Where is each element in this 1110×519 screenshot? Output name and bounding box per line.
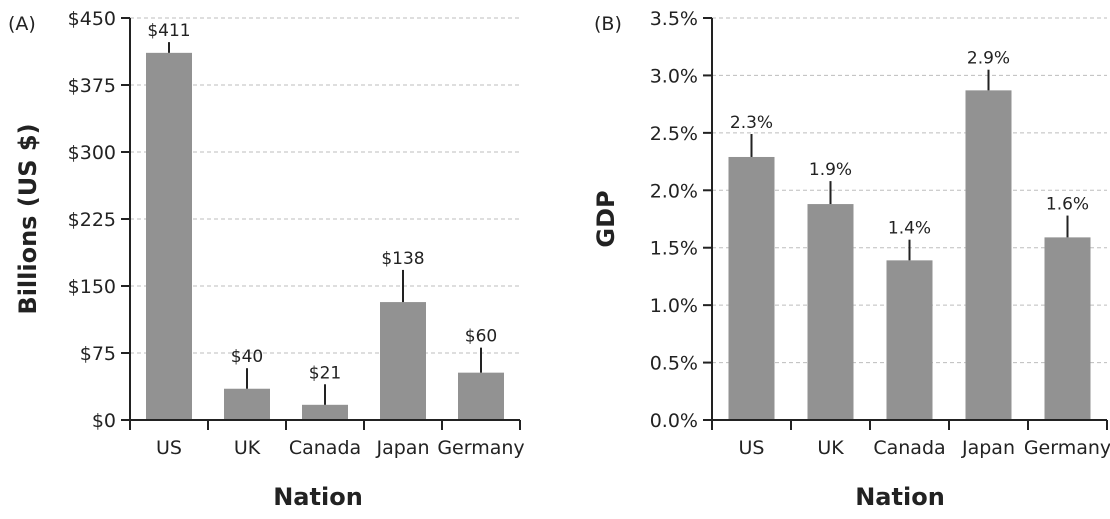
bar-germany xyxy=(1044,237,1091,420)
data-label: $138 xyxy=(381,249,424,269)
y-tick-label: $225 xyxy=(68,209,116,231)
x-tick-label: UK xyxy=(817,437,844,459)
x-tick-label: Japan xyxy=(961,437,1015,459)
bar-uk xyxy=(807,204,854,420)
y-tick-label: 1.5% xyxy=(650,238,698,260)
data-label: $40 xyxy=(231,347,263,367)
x-tick-label: Germany xyxy=(1024,437,1110,459)
y-tick-label: 3.0% xyxy=(650,65,698,87)
y-tick-label: 0.5% xyxy=(650,353,698,375)
x-tick-label: US xyxy=(739,437,765,459)
data-label: 2.9% xyxy=(967,49,1010,69)
bar-japan xyxy=(380,302,426,420)
bar-germany xyxy=(458,372,504,420)
bar-uk xyxy=(224,388,270,420)
y-tick-label: 1.0% xyxy=(650,295,698,317)
data-label: $411 xyxy=(147,21,190,41)
panel-label: (A) xyxy=(8,13,36,35)
data-label: 1.9% xyxy=(809,160,852,180)
y-tick-label: $0 xyxy=(92,410,116,432)
y-tick-label: 2.0% xyxy=(650,180,698,202)
x-tick-label: UK xyxy=(234,437,261,459)
x-tick-label: Canada xyxy=(289,437,361,459)
x-tick-label: Canada xyxy=(873,437,945,459)
y-axis-title: Billions (US $) xyxy=(14,123,42,314)
data-label: 1.6% xyxy=(1046,195,1089,215)
x-tick-label: US xyxy=(156,437,182,459)
y-axis-title: GDP xyxy=(592,190,620,247)
bar-us xyxy=(728,156,775,420)
x-axis-title: Nation xyxy=(273,483,363,511)
y-tick-label: 2.5% xyxy=(650,123,698,145)
data-label: $21 xyxy=(309,363,341,383)
y-tick-label: $150 xyxy=(68,276,116,298)
bar-us xyxy=(146,52,192,421)
data-label: 1.4% xyxy=(888,219,931,239)
y-tick-label: $375 xyxy=(68,75,116,97)
x-tick-label: Japan xyxy=(376,437,430,459)
bar-canada xyxy=(302,404,348,420)
x-axis-title: Nation xyxy=(855,483,945,511)
panel-label: (B) xyxy=(594,13,622,35)
y-tick-label: $75 xyxy=(80,343,116,365)
data-label: 2.3% xyxy=(730,113,773,133)
x-tick-label: Germany xyxy=(437,437,524,459)
y-tick-label: 3.5% xyxy=(650,8,698,30)
bar-canada xyxy=(886,260,933,420)
data-label: $60 xyxy=(465,327,497,347)
bar-japan xyxy=(965,90,1012,421)
y-tick-label: 0.0% xyxy=(650,410,698,432)
y-tick-label: $450 xyxy=(68,8,116,30)
y-tick-label: $300 xyxy=(68,142,116,164)
